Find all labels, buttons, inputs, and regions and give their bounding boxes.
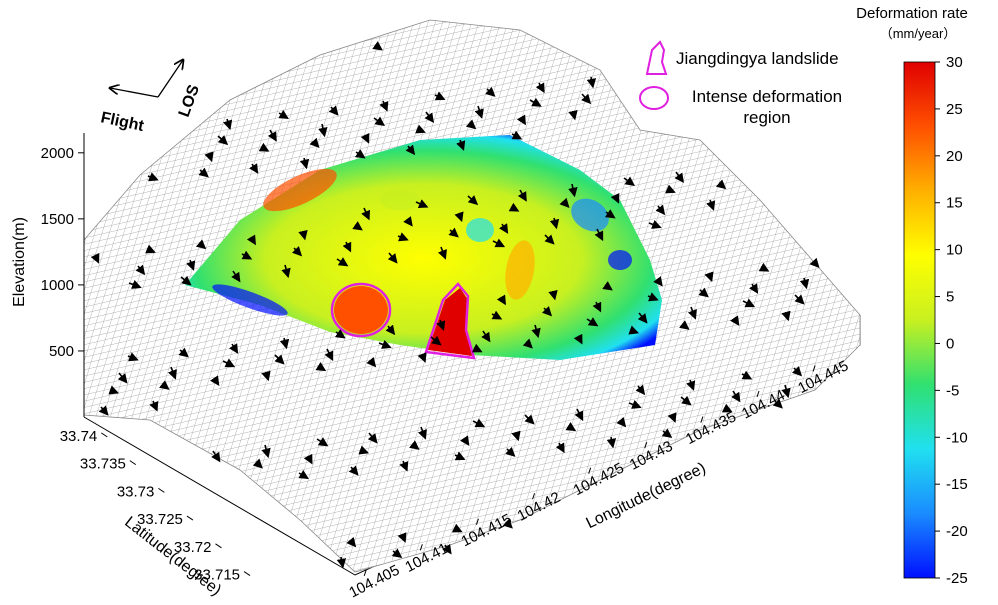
los-label: LOS (176, 82, 203, 119)
legend-icon (640, 87, 668, 109)
y-tick-label: 33.715 (194, 567, 240, 584)
y-tick (244, 572, 250, 576)
deformation-patch (466, 218, 494, 242)
y-tick (158, 488, 164, 492)
colorbar-unit: （mm/year） (880, 26, 957, 41)
colorbar-title: Deformation rate (856, 5, 968, 22)
colorbar-tick-label: 25 (946, 101, 963, 118)
colorbar-tick-label: -20 (946, 523, 968, 540)
z-tick-label: 2000 (41, 145, 74, 162)
z-axis-title: Elevation(m) (11, 217, 28, 307)
deformation-patch (380, 190, 420, 210)
legend-icon (647, 42, 666, 74)
flight-label: Flight (99, 109, 146, 135)
legend-label: Jiangdingya landslide (676, 48, 839, 69)
colorbar-tick-label: 5 (946, 289, 954, 306)
colorbar-tick-label: -10 (946, 429, 968, 446)
y-tick-label: 33.74 (60, 428, 98, 445)
figure: Flight LOS Elevation(m) Latitude(degree)… (0, 0, 998, 605)
y-tick-label: 33.735 (80, 456, 126, 473)
y-tick-label: 33.725 (137, 511, 183, 528)
colorbar (904, 62, 935, 578)
z-tick-label: 1500 (41, 211, 74, 228)
flight-arrow (110, 88, 158, 97)
y-tick-label: 33.73 (117, 483, 155, 500)
y-tick (215, 544, 221, 548)
y-tick-label: 33.72 (174, 539, 212, 556)
legend-label: Intense deformation region (672, 86, 862, 128)
deformation-patch (608, 250, 632, 270)
intense-region-fill (334, 286, 388, 334)
colorbar-tick-label: 15 (946, 195, 963, 212)
colorbar-tick-label: -15 (946, 476, 968, 493)
colorbar-tick-label: 20 (946, 148, 963, 165)
colorbar-tick-label: 30 (946, 54, 963, 71)
z-tick-label: 500 (49, 343, 74, 360)
y-tick (130, 461, 136, 465)
z-tick-label: 1000 (41, 277, 74, 294)
colorbar-tick-label: 0 (946, 335, 954, 352)
los-arrow (158, 60, 183, 97)
y-tick (101, 433, 107, 437)
colorbar-tick-label: 10 (946, 242, 963, 259)
colorbar-tick-label: -25 (946, 570, 968, 587)
y-tick (187, 516, 193, 520)
colorbar-tick-label: -5 (946, 382, 959, 399)
